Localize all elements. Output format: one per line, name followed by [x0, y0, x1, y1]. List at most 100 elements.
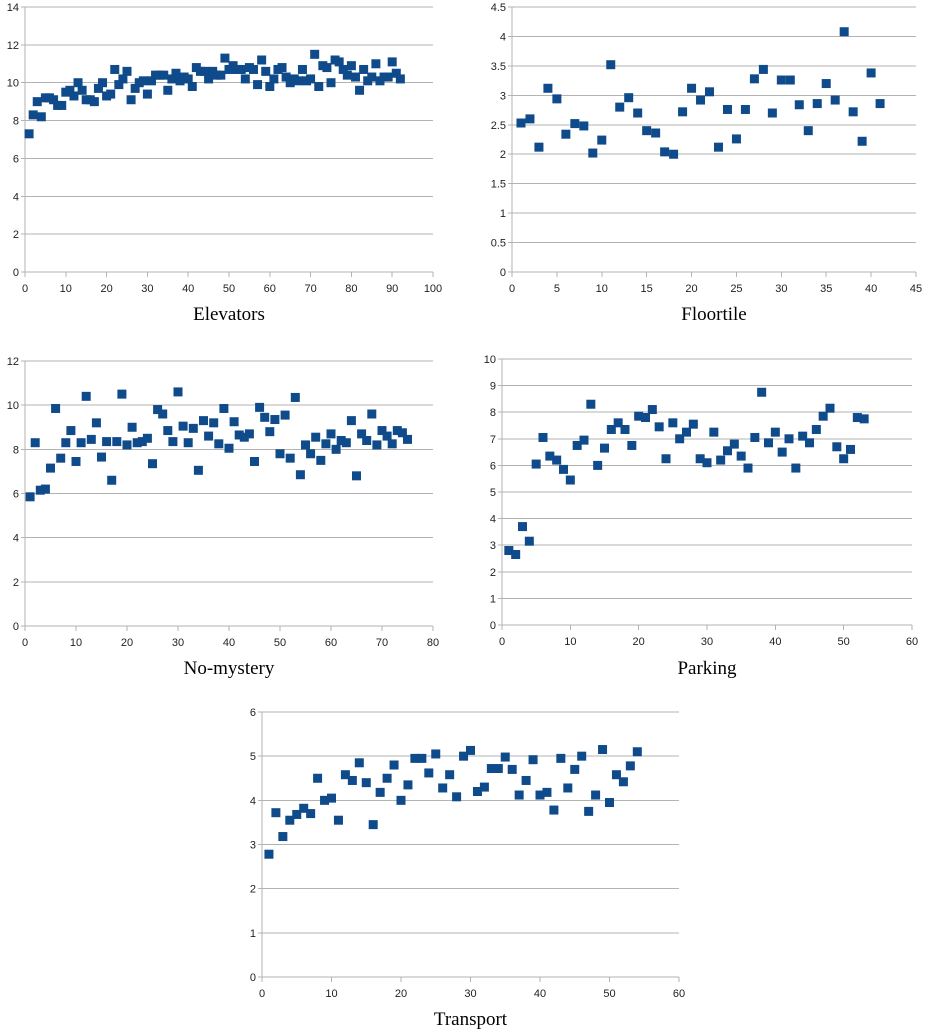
no-mystery-data-point [295, 470, 305, 480]
no-mystery-data-point [301, 440, 310, 450]
no-mystery-data-point [56, 453, 66, 463]
elevators-title: Elevators [193, 304, 265, 325]
transport-data-point [285, 815, 295, 825]
elevators-data-point [167, 74, 177, 84]
transport-ytick-label: 4 [250, 795, 256, 807]
no-mystery-xtick-label: 80 [427, 637, 439, 649]
floortile-data-point [767, 108, 777, 118]
floortile-data-point [830, 95, 840, 105]
elevators-data-point [28, 110, 38, 120]
floortile-data-point [642, 126, 652, 136]
no-mystery-data-point [321, 439, 331, 449]
no-mystery-data-point [71, 456, 81, 466]
transport-xtick-label: 10 [325, 988, 337, 1000]
floortile-data-point [597, 135, 607, 145]
elevators-data-point [355, 85, 365, 95]
parking-data-point [661, 454, 671, 464]
no-mystery-plot: 0 2 4 6 8 10 12 0 10 20 30 40 50 60 70 80 [7, 356, 439, 649]
transport-data-point [271, 808, 281, 818]
parking-data-point [750, 432, 760, 442]
floortile-data-point [803, 126, 813, 136]
elevators-data-point [334, 57, 344, 67]
elevators-xtick-label: 40 [182, 283, 194, 295]
no-mystery-data-point [188, 423, 198, 433]
no-mystery-data-point [275, 449, 285, 459]
elevators-data-point [142, 89, 152, 99]
elevators-ytick-label: 14 [7, 2, 19, 14]
elevators-data-point [138, 76, 148, 86]
no-mystery-data-point [132, 438, 142, 448]
no-mystery-data-point [91, 418, 101, 428]
no-mystery-data-point [102, 437, 112, 447]
no-mystery-data-point [377, 426, 387, 436]
floortile-ytick-label: 0 [500, 267, 506, 279]
transport-data-point [382, 773, 392, 783]
elevators-ytick-label: 12 [7, 40, 19, 52]
elevators-data-point [342, 70, 352, 80]
transport-data-point [598, 745, 608, 755]
elevators-data-point [314, 82, 324, 91]
floortile-data-point [785, 75, 795, 85]
transport-ytick-label: 5 [250, 751, 256, 763]
elevators-xtick-label: 0 [22, 283, 28, 295]
parking-data-point [531, 459, 541, 469]
elevators-data-point [110, 64, 120, 74]
parking-data-point [654, 422, 664, 432]
no-mystery-title: No-mystery [183, 658, 275, 679]
no-mystery-data-point [183, 438, 193, 448]
no-mystery-ytick-label: 4 [13, 533, 19, 545]
elevators-data-point [391, 68, 401, 78]
no-mystery-data-point [66, 426, 76, 436]
no-mystery-data-point [397, 428, 407, 438]
transport-data-point [292, 809, 302, 819]
floortile-data-point [678, 107, 688, 117]
parking-data-point [832, 442, 842, 452]
elevators-data-point [367, 72, 377, 82]
parking-xtick-label: 30 [701, 636, 713, 648]
floortile-data-point [633, 108, 643, 118]
no-mystery-data-point [35, 485, 45, 495]
transport-data-point [466, 745, 475, 755]
elevators-data-point [106, 89, 116, 99]
transport-data-point [313, 773, 323, 783]
floortile-xtick-label: 30 [775, 283, 787, 295]
parking-data-point [825, 403, 835, 413]
floortile-data-point [552, 94, 562, 104]
no-mystery-data-point [112, 437, 122, 447]
floortile-data-point [570, 119, 580, 129]
parking-data-point [743, 463, 753, 473]
parking-data-point [579, 435, 589, 445]
transport-data-point [403, 780, 413, 790]
no-mystery-xtick-label: 50 [274, 637, 286, 649]
parking-ytick-label: 0 [490, 620, 496, 632]
parking-data-point [524, 536, 534, 546]
parking-data-point [538, 432, 548, 442]
floortile-ytick-label: 0.5 [491, 238, 506, 250]
transport-data-point [500, 752, 510, 762]
no-mystery-ytick-label: 6 [13, 489, 19, 501]
no-mystery-data-point [311, 432, 321, 442]
no-mystery-ytick-label: 12 [7, 356, 19, 368]
elevators-data-point [387, 57, 397, 67]
transport-data-point [591, 790, 601, 800]
transport-data-point [431, 749, 441, 759]
parking-xtick-label: 50 [838, 636, 850, 648]
transport-data-point [347, 775, 357, 785]
transport-data-point [340, 770, 350, 780]
floortile-xtick-label: 15 [641, 283, 653, 295]
elevators-data-point [187, 82, 197, 91]
no-mystery-data-point [158, 409, 168, 419]
elevators-data-point [36, 112, 46, 122]
no-mystery-data-point [239, 432, 249, 442]
transport-data-point [438, 783, 448, 793]
no-mystery-data-point [142, 433, 152, 443]
elevators-data-point [49, 95, 59, 105]
transport-data-point [584, 806, 594, 816]
floortile-data-point [588, 148, 598, 158]
elevators-data-point [130, 83, 140, 93]
transport-data-point [452, 792, 462, 802]
transport-xtick-label: 40 [534, 988, 546, 1000]
parking-data-point [559, 464, 568, 474]
no-mystery-ytick-label: 10 [7, 400, 19, 412]
